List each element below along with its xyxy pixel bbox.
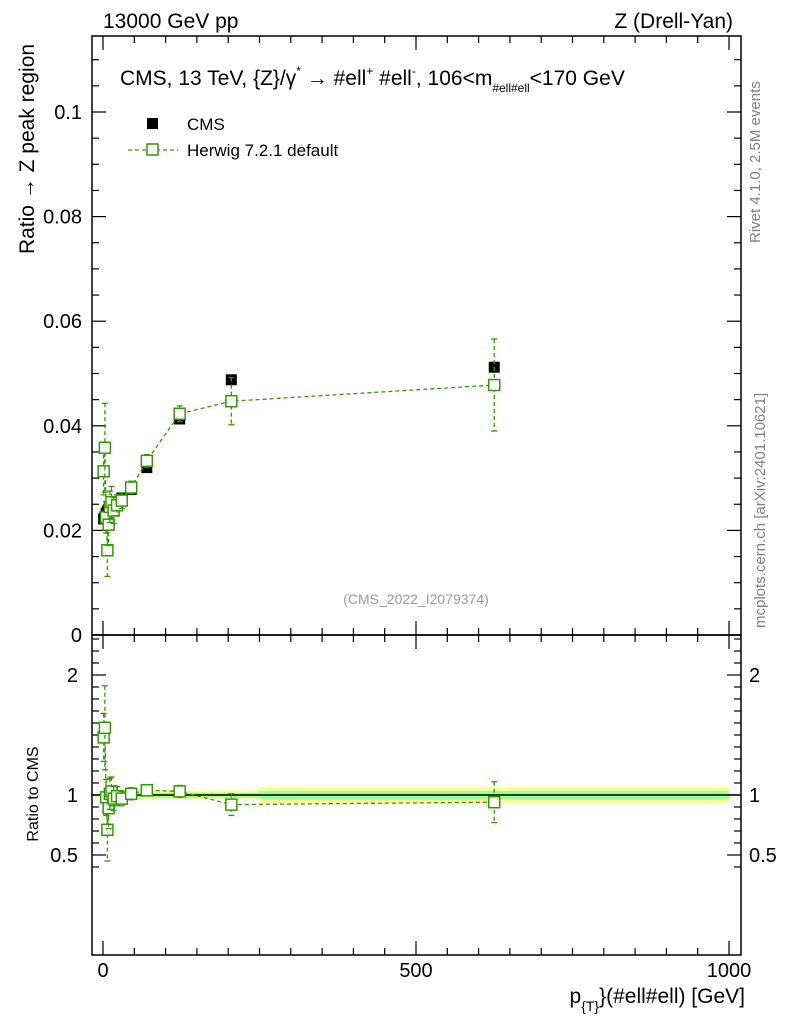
main-y-tick-label: 0.08 [43,207,82,229]
mc-data-point [115,494,129,507]
plot-title: CMS, 13 TeV, {Z}/γ* → #ell+ #ell-, 106<m… [120,64,625,95]
main-y-tick-label: 0.04 [43,416,82,438]
legend-mc-marker [146,143,159,156]
ratio-y-tick-label-right: 1 [749,785,760,807]
analysis-id-watermark: (CMS_2022_I2079374) [343,591,489,607]
ratio-data-point [124,787,138,801]
beam-energy-label: 13000 GeV pp [103,10,238,33]
mc-data-point [101,544,114,557]
mc-data-point [173,407,186,421]
legend-mc-label: Herwig 7.2.1 default [187,141,338,160]
mc-data-point [98,441,112,455]
ratio-y-tick-label-left: 1 [67,785,78,807]
ratio-y-tick-label-right: 2 [749,665,760,687]
ratio-data-point [98,721,112,735]
legend-data-label: CMS [187,115,225,134]
ratio-data-point [225,798,238,811]
main-y-tick-label: 0.06 [43,311,82,333]
main-y-tick-label: 0.02 [43,520,82,542]
ratio-data-point [140,783,154,797]
process-label: Z (Drell-Yan) [614,10,733,33]
x-axis-label: p{T}}(#ell#ell) [GeV] [570,985,746,1014]
mc-data-point [488,378,501,392]
main-y-axis-label: Ratio → Z peak region [16,44,39,254]
main-y-tick-label: 0 [71,625,82,647]
axes: 0 0.02 0.04 0.06 0.08 0.1 0 500 1000 0.5 0.5 1 1 2 2 [43,36,777,982]
mc-series-line [102,384,495,551]
main-plot-series [97,338,501,578]
ratio-y-tick-label-left: 0.5 [50,845,78,867]
mcplots-label: mcplots.cern.ch [arXiv:2401.10621] [752,393,769,628]
ratio-y-tick-label-right: 0.5 [749,845,777,867]
mc-data-point [225,394,238,408]
legend: CMS Herwig 7.2.1 default [128,115,338,160]
ratio-y-tick-label-left: 2 [67,665,78,687]
ratio-plot-series [97,685,501,862]
mc-data-point [97,465,110,478]
ratio-data-point [488,795,501,809]
mc-data-point [140,454,154,468]
main-y-tick-label: 0.1 [54,102,82,124]
x-tick-label: 1000 [707,960,752,982]
legend-data-marker [147,118,158,129]
mc-data-point [124,481,138,494]
x-tick-label: 0 [97,960,108,982]
ratio-data-point [101,823,114,837]
ratio-y-axis-label: Ratio to CMS [25,746,42,841]
x-tick-label: 500 [399,960,432,982]
ratio-series-line [102,727,495,830]
mc-data-point [102,518,115,531]
rivet-version-label: Rivet 4.1.0, 2.5M events [747,81,764,243]
ratio-data-point [173,785,186,798]
